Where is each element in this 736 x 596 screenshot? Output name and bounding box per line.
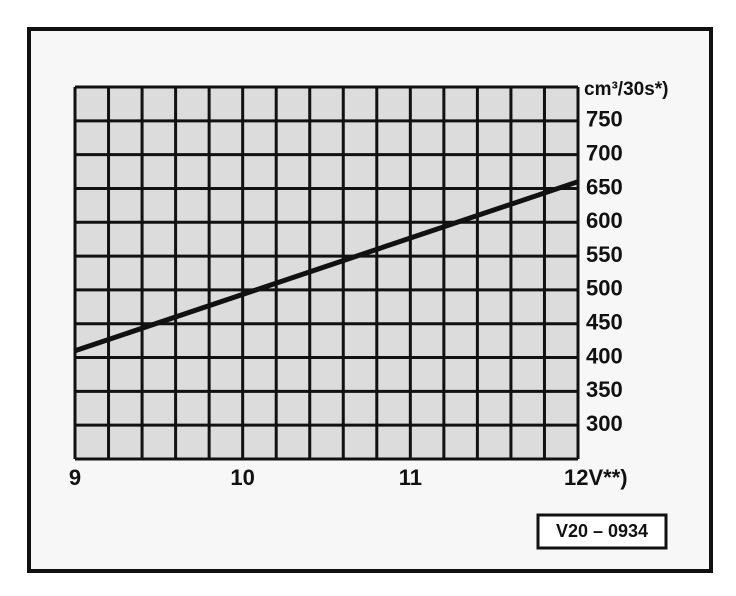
- y-tick-label: 450: [586, 310, 623, 335]
- y-tick-label: 550: [586, 242, 623, 267]
- y-tick-label: 500: [586, 276, 623, 301]
- x-tick-label: 11: [399, 465, 422, 490]
- y-tick-label: 650: [586, 174, 623, 199]
- code-label: V20 – 0934: [556, 521, 648, 541]
- x-tick-label: 9: [69, 465, 81, 490]
- plot-area: [75, 87, 578, 459]
- code-box: [536, 513, 668, 550]
- y-tick-label: 750: [586, 107, 623, 132]
- y-tick-label: 350: [586, 377, 623, 402]
- data-line: [74, 179, 579, 354]
- x-tick-label: 10: [230, 465, 254, 490]
- y-tick-label: 400: [586, 343, 623, 368]
- x-tick-label: 12V**): [564, 465, 628, 490]
- y-tick-label: 700: [586, 140, 623, 165]
- y-tick-label: 600: [586, 208, 623, 233]
- y-tick-label: 300: [586, 411, 623, 436]
- y-unit-label: cm³/30s*): [584, 79, 669, 100]
